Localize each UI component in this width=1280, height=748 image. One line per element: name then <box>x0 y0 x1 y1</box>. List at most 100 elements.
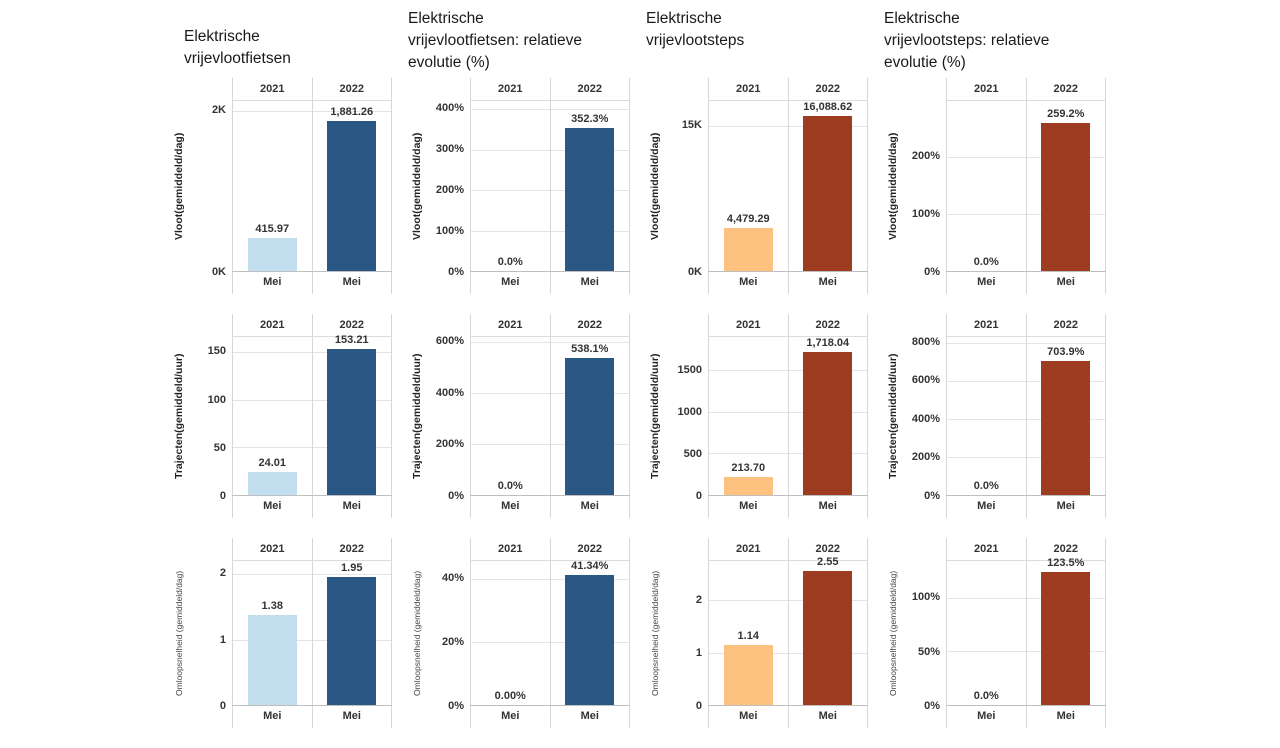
panes: 24.01 153.21 <box>232 334 392 495</box>
month-label: Mei <box>470 496 550 518</box>
y-axis-ticks: 0% 100% 200% 300% 400% <box>426 100 470 278</box>
year-header: 2022 <box>787 314 868 336</box>
panes: 0.00% 41.34% <box>470 560 630 705</box>
axis-spacer <box>170 538 232 560</box>
bar-2021[interactable] <box>247 472 297 495</box>
month-label: Mei <box>549 706 630 728</box>
y-axis-ticks: 0% 200% 400% 600% <box>426 335 470 502</box>
y-axis-title: Trajecten(gemiddeld/uur) <box>887 353 899 479</box>
year-header: 2021 <box>232 314 312 336</box>
bar-2022[interactable] <box>327 349 377 495</box>
month-label: Mei <box>946 272 1026 294</box>
chart-cell-r3c3: 2021 2022 Omloopsnelheid (gemiddeld/dag) 0 1… <box>646 538 868 728</box>
column-title-fietsen: Elektrische vrijevlootfietsen <box>184 28 291 67</box>
y-tick-label: 0% <box>924 490 940 502</box>
y-axis-title: Omloopsnelheid (gemiddeld/dag) <box>650 570 660 696</box>
panes: 0.0% 123.5% <box>946 557 1106 705</box>
y-tick-label: 0% <box>448 490 464 502</box>
month-label: Mei <box>708 496 788 518</box>
y-axis-ticks: 0% 50% 100% <box>902 560 946 712</box>
month-label: Mei <box>311 272 392 294</box>
year-header: 2021 <box>708 314 788 336</box>
bar-value-label: 2.55 <box>817 556 839 569</box>
y-tick-label: 2 <box>695 593 702 606</box>
pane-2021: 1.14 <box>708 561 788 705</box>
bar-value-label: 123.5% <box>1047 557 1085 570</box>
column-title-fietsen-relatief: Elektrische vrijevlootfietsen: relatieve… <box>408 10 583 71</box>
chart-body: Vloot(gemiddeld/dag) 0K 15K 4,479.29 16,088.… <box>646 100 868 278</box>
pane-header-row: 2021 2022 <box>408 314 630 336</box>
y-axis-title: Trajecten(gemiddeld/uur) <box>411 353 423 479</box>
bar-value-label: 0.0% <box>973 480 999 492</box>
month-label-row: Mei Mei <box>408 496 630 518</box>
pane-2022: 1,718.04 <box>787 337 868 495</box>
bar-2021[interactable] <box>247 237 297 271</box>
y-tick-label: 200% <box>435 438 464 451</box>
month-label-row: Mei Mei <box>170 272 392 294</box>
bar-2021[interactable] <box>723 227 773 271</box>
bar-2022[interactable] <box>803 115 853 271</box>
bar-value-label: 1.95 <box>341 562 363 575</box>
year-header: 2021 <box>470 314 550 336</box>
axis-spacer <box>884 538 946 560</box>
bar-2021[interactable] <box>247 614 297 705</box>
month-label: Mei <box>787 272 868 294</box>
year-header: 2022 <box>311 314 392 336</box>
y-tick-label: 50% <box>917 645 940 658</box>
plot-area: 0.0% 123.5% <box>946 557 1106 706</box>
bar-2022[interactable] <box>1041 122 1091 271</box>
bar-value-label: 0.0% <box>973 690 999 702</box>
month-label: Mei <box>1025 706 1106 728</box>
y-axis-title: Trajecten(gemiddeld/uur) <box>649 353 661 479</box>
year-header: 2022 <box>787 78 868 100</box>
chart-cell-r1c2: 2021 2022 Vloot(gemiddeld/dag) 0% 100% 200% 30… <box>408 78 630 294</box>
month-label: Mei <box>311 496 392 518</box>
column-steps-relatief: Elektrische vrijevlootsteps: relatieve e… <box>884 0 1106 748</box>
chart-body: Omloopsnelheid (gemiddeld/dag) 0% 50% 100% 0… <box>884 557 1106 712</box>
bar-value-label: 1,718.04 <box>806 337 850 350</box>
y-axis-ticks: 0 50 100 150 <box>188 336 232 502</box>
pane-header-row: 2021 2022 <box>170 538 392 560</box>
y-tick-label: 0 <box>219 700 226 712</box>
bar-value-label: 16,088.62 <box>803 100 853 113</box>
y-axis-title: Vloot(gemiddeld/dag) <box>173 132 185 240</box>
pane-2021: 4,479.29 <box>708 101 788 271</box>
bar-2022[interactable] <box>565 128 615 271</box>
pane-2021: 0.0% <box>946 337 1026 495</box>
bar-2022[interactable] <box>327 577 377 705</box>
bar-value-label: 4,479.29 <box>726 212 770 225</box>
pane-header-row: 2021 2022 <box>884 78 1106 100</box>
chart-body: Vloot(gemiddeld/dag) 0K 2K 415.97 1,881.26 <box>170 100 392 278</box>
column-fietsen: Elektrische vrijevlootfietsen 2021 2022 Vl… <box>170 0 392 748</box>
y-axis-ticks: 0K 2K <box>188 100 232 278</box>
pane-2022: 352.3% <box>549 101 630 271</box>
bar-value-label: 0.00% <box>494 690 526 702</box>
bar-2022[interactable] <box>1041 572 1091 705</box>
bar-value-label: 213.70 <box>731 462 766 475</box>
chart-body: Vloot(gemiddeld/dag) 0% 100% 200% 0.0% 259.2% <box>884 100 1106 278</box>
bar-2022[interactable] <box>803 571 853 705</box>
year-header: 2022 <box>1025 538 1106 560</box>
month-label: Mei <box>1025 496 1106 518</box>
month-label-row: Mei Mei <box>646 272 868 294</box>
y-tick-label: 0 <box>695 490 702 502</box>
y-tick-label: 400% <box>435 102 464 115</box>
plot-area: 0.00% 41.34% <box>470 560 630 706</box>
panes: 4,479.29 16,088.62 <box>708 101 868 271</box>
y-tick-label: 300% <box>435 143 464 156</box>
bar-2021[interactable] <box>723 477 773 495</box>
bar-2022[interactable] <box>565 575 615 705</box>
pane-header-row: 2021 2022 <box>646 538 868 560</box>
year-header: 2021 <box>708 538 788 560</box>
year-header: 2022 <box>1025 314 1106 336</box>
bar-2021[interactable] <box>723 645 773 705</box>
y-axis-title: Vloot(gemiddeld/dag) <box>649 132 661 240</box>
year-header: 2021 <box>946 538 1026 560</box>
panes: 1.38 1.95 <box>232 561 392 705</box>
bar-2022[interactable] <box>327 120 377 271</box>
month-label: Mei <box>549 496 630 518</box>
bar-2022[interactable] <box>565 357 615 495</box>
bar-2022[interactable] <box>1041 361 1091 495</box>
pane-2021: 415.97 <box>232 101 312 271</box>
bar-2022[interactable] <box>803 352 853 495</box>
